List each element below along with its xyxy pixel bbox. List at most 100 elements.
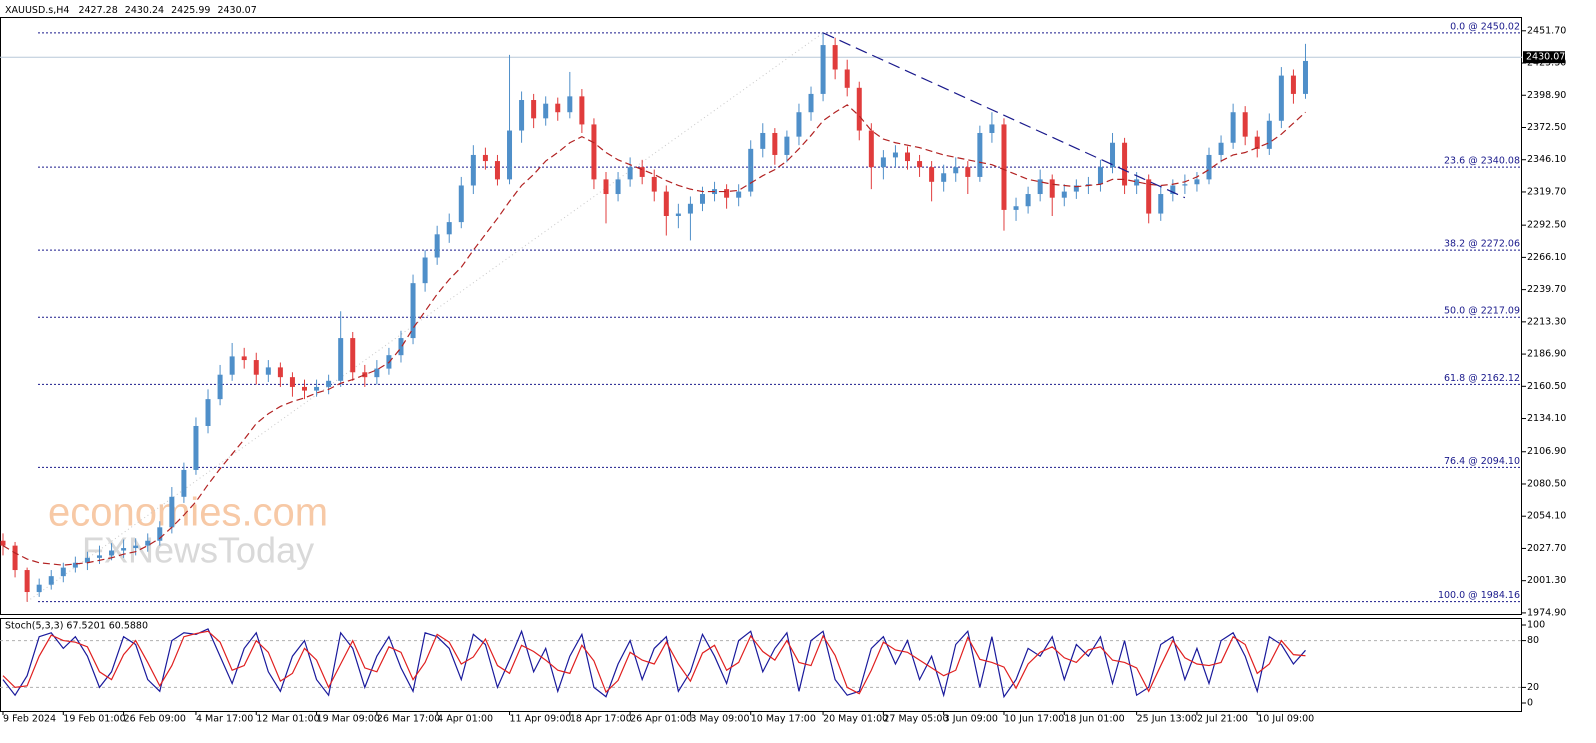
candle-body: [434, 234, 440, 258]
candle-body: [1218, 142, 1224, 155]
candle-body: [60, 567, 66, 577]
candle-body: [1097, 167, 1103, 185]
candle-body: [241, 356, 247, 361]
y-tick-label: 2266.10: [1527, 252, 1566, 263]
candle-body: [977, 132, 983, 177]
candle-body: [507, 130, 513, 180]
y-tick-label: 2134.10: [1527, 413, 1566, 424]
candle-body: [832, 45, 838, 70]
watermark: FXNewsToday: [82, 530, 314, 571]
x-tick-label: 2 Jul 21:00: [1197, 714, 1248, 725]
candle-body: [109, 550, 115, 556]
candle-body: [772, 132, 778, 155]
candle-body: [736, 191, 742, 198]
candle-body: [458, 185, 464, 223]
candle-body: [1013, 206, 1019, 210]
candle-body: [422, 257, 428, 284]
y-tick-label: 2372.50: [1527, 122, 1566, 133]
current-price-box: [1523, 51, 1565, 64]
candle-body: [1110, 142, 1116, 168]
candle-body: [1001, 124, 1007, 210]
candle-body: [760, 132, 766, 149]
candle-body: [543, 103, 549, 119]
candle-body: [929, 167, 935, 182]
candle-body: [253, 360, 259, 375]
candle-body: [699, 194, 705, 204]
candle-body: [326, 380, 332, 387]
x-tick-label: 26 Feb 09:00: [124, 714, 186, 725]
x-tick-label: 26 Apr 01:00: [630, 714, 692, 725]
current-price-label: 2430.07: [1526, 52, 1565, 63]
candle-body: [96, 555, 102, 558]
candle-body: [880, 157, 886, 168]
candle-body: [905, 152, 910, 162]
main-panel: [0, 17, 1522, 615]
quote: 2427.28: [78, 5, 117, 16]
candle-body: [615, 179, 621, 195]
candle-body: [639, 167, 645, 177]
candle-body: [675, 213, 681, 216]
x-tick-label: 9 Feb 2024: [3, 714, 56, 725]
y-tick-label: 1974.90: [1527, 607, 1566, 618]
candle-body: [1085, 184, 1091, 186]
candle-body: [133, 545, 139, 549]
candle-body: [1037, 179, 1043, 195]
x-tick-label: 10 May 17:00: [751, 714, 816, 725]
candle-body: [193, 425, 199, 470]
x-tick-label: 3 May 09:00: [690, 714, 749, 725]
y-tick-label: 2080.50: [1527, 478, 1566, 489]
fib-label: 23.6 @ 2340.08: [1444, 156, 1520, 167]
candle-body: [1170, 185, 1176, 195]
candle-body: [410, 283, 416, 339]
candle-body: [567, 96, 573, 113]
candle-body: [145, 540, 151, 546]
candle-body: [338, 338, 344, 381]
candle-body: [953, 167, 959, 174]
y-tick-label: 2160.50: [1527, 381, 1566, 392]
candle-body: [555, 103, 561, 113]
candle-body: [820, 45, 826, 94]
candle-body: [808, 93, 814, 113]
stoch-title: Stoch(5,3,3) 67.5201 60.5880: [5, 621, 148, 632]
fib-label: 100.0 @ 1984.16: [1438, 590, 1520, 601]
candle-body: [12, 545, 18, 571]
candle-body: [748, 148, 754, 192]
candle-body: [1230, 112, 1236, 143]
x-tick-label: 4 Mar 17:00: [196, 714, 253, 725]
quote: 2430.07: [217, 5, 256, 16]
candle-body: [1302, 60, 1308, 94]
fib-label: 50.0 @ 2217.09: [1444, 306, 1520, 317]
candle-body: [446, 222, 452, 235]
candle-body: [519, 100, 525, 131]
candle-body: [1146, 179, 1152, 214]
candle-body: [1025, 194, 1031, 207]
y-tick-label: 2292.50: [1527, 220, 1566, 231]
stoch-line: [2, 630, 1306, 695]
candle-body: [169, 496, 175, 528]
candle-body: [470, 154, 476, 186]
candle-body: [941, 173, 947, 182]
x-tick-label: 19 Mar 09:00: [317, 714, 380, 725]
candle-body: [844, 69, 850, 88]
candle-body: [1158, 194, 1164, 214]
y-tick-label: 2213.30: [1527, 316, 1566, 327]
moving-average: [2, 104, 1306, 566]
candle-body: [36, 584, 42, 593]
candle-body: [398, 338, 404, 356]
candle-body: [784, 136, 790, 155]
candle-body: [892, 152, 898, 158]
candle-body: [1061, 191, 1067, 198]
candle-body: [1242, 112, 1248, 137]
candle-body: [579, 96, 585, 125]
candle-body: [374, 368, 380, 378]
candle-body: [494, 161, 500, 180]
y-tick-label: 2398.90: [1527, 90, 1566, 101]
candle-body: [531, 100, 537, 119]
candle-body: [24, 570, 30, 593]
y-tick-label: 2451.70: [1527, 25, 1566, 36]
x-tick-label: 26 Mar 17:00: [377, 714, 440, 725]
candle-body: [289, 377, 295, 387]
y-tick-label: 2239.70: [1527, 284, 1566, 295]
candle-body: [84, 557, 90, 563]
candle-body: [121, 548, 127, 551]
